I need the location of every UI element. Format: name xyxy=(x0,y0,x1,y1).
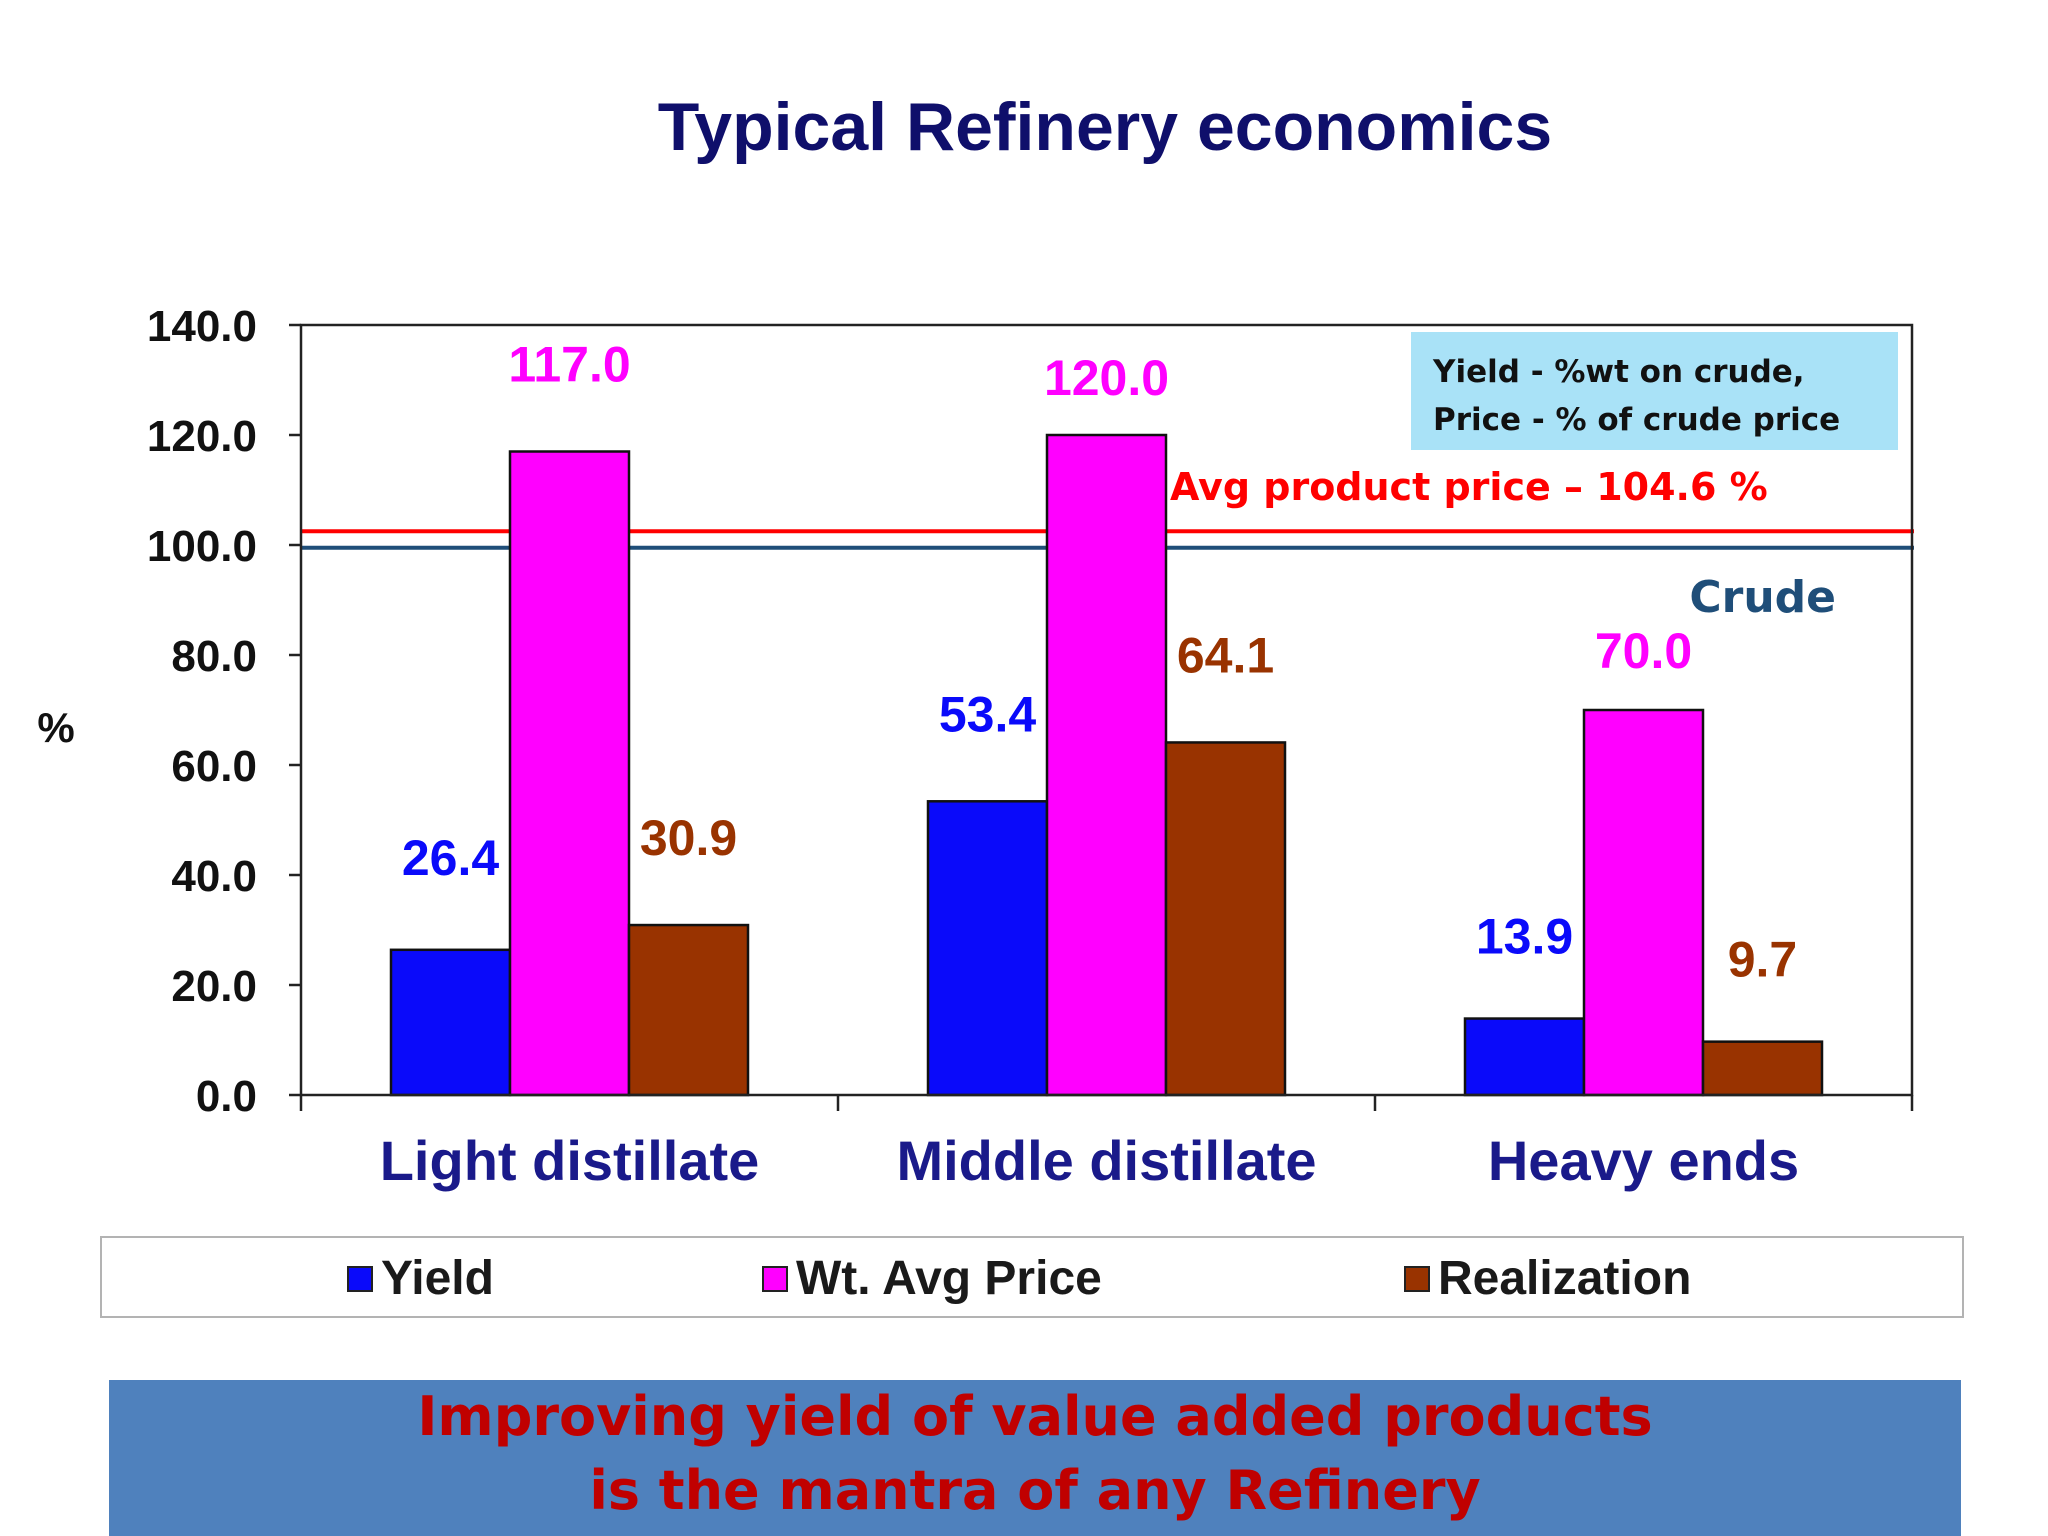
bar-yield xyxy=(1463,1017,1586,1097)
bar-realization xyxy=(1701,1040,1824,1097)
units-note: Yield - %wt on crude, Price - % of crude… xyxy=(1411,332,1898,450)
mantra-banner: Improving yield of value added products … xyxy=(109,1380,1961,1536)
data-label-realization: 30.9 xyxy=(640,810,737,866)
data-label-yield: 13.9 xyxy=(1476,909,1573,965)
data-label-price: 117.0 xyxy=(508,337,630,393)
bar-yield xyxy=(926,800,1049,1097)
plot-area-frame xyxy=(299,323,1914,1097)
y-tick-label: 20.0 xyxy=(171,962,257,1011)
y-tick-label: 60.0 xyxy=(171,742,257,791)
bar-chart: 0.0 20.0 40.0 60.0 80.0 100.0 120.0 140.0% Light… xyxy=(37,302,1914,1192)
bar-price xyxy=(1582,708,1705,1097)
crude-label: Crude xyxy=(1689,572,1836,623)
data-label-yield: 53.4 xyxy=(939,686,1037,742)
data-labels: 26.4 117.0 30.9 53.4 120.0 64.1 13.9 70.0 9.7 Avg… xyxy=(402,337,1836,988)
legend-label-yield: Yield xyxy=(381,1252,494,1305)
legend-swatch-yield xyxy=(347,1265,373,1292)
legend-item-realization: Realization xyxy=(1404,1251,1691,1306)
bar-realization xyxy=(627,923,750,1097)
x-category-label: Heavy ends xyxy=(1488,1129,1799,1192)
legend-label-price: Wt. Avg Price xyxy=(796,1252,1102,1305)
banner-line-1: Improving yield of value added products xyxy=(417,1385,1653,1448)
data-label-realization: 64.1 xyxy=(1177,627,1274,683)
legend-swatch-price xyxy=(762,1265,788,1292)
data-label-price: 70.0 xyxy=(1595,623,1692,679)
y-tick-label: 100.0 xyxy=(147,522,257,571)
legend-item-yield: Yield xyxy=(347,1251,494,1306)
bar-price xyxy=(508,450,631,1097)
bar-realization xyxy=(1164,741,1287,1097)
y-tick-label: 80.0 xyxy=(171,632,257,681)
axes: 0.0 20.0 40.0 60.0 80.0 100.0 120.0 140.0% Light… xyxy=(37,302,1914,1192)
legend-label-realization: Realization xyxy=(1438,1252,1692,1305)
avg-price-label: Avg product price – 104.6 % xyxy=(1170,465,1768,509)
x-category-label: Middle distillate xyxy=(896,1129,1316,1192)
x-category-label: Light distillate xyxy=(380,1129,760,1192)
note-line-yield: Yield - %wt on crude, xyxy=(1433,354,1805,390)
y-axis-label: % xyxy=(37,704,74,751)
bar-price xyxy=(1045,433,1168,1097)
chart-title: Typical Refinery economics xyxy=(657,89,1553,165)
legend-swatch-realization xyxy=(1404,1265,1430,1292)
banner-line-2: is the mantra of any Refinery xyxy=(589,1459,1481,1522)
y-tick-label: 40.0 xyxy=(171,852,257,901)
data-label-realization: 9.7 xyxy=(1728,932,1798,988)
bar-yield xyxy=(389,948,512,1097)
data-label-yield: 26.4 xyxy=(402,830,500,886)
y-tick-label: 140.0 xyxy=(147,302,257,351)
legend: Yield Wt. Avg Price Realization xyxy=(100,1236,1964,1318)
legend-item-price: Wt. Avg Price xyxy=(762,1251,1102,1306)
bars xyxy=(389,433,1824,1097)
y-tick-label: 120.0 xyxy=(147,412,257,461)
note-line-price: Price - % of crude price xyxy=(1433,402,1841,438)
data-label-price: 120.0 xyxy=(1044,350,1169,406)
y-tick-label: 0.0 xyxy=(196,1072,257,1121)
